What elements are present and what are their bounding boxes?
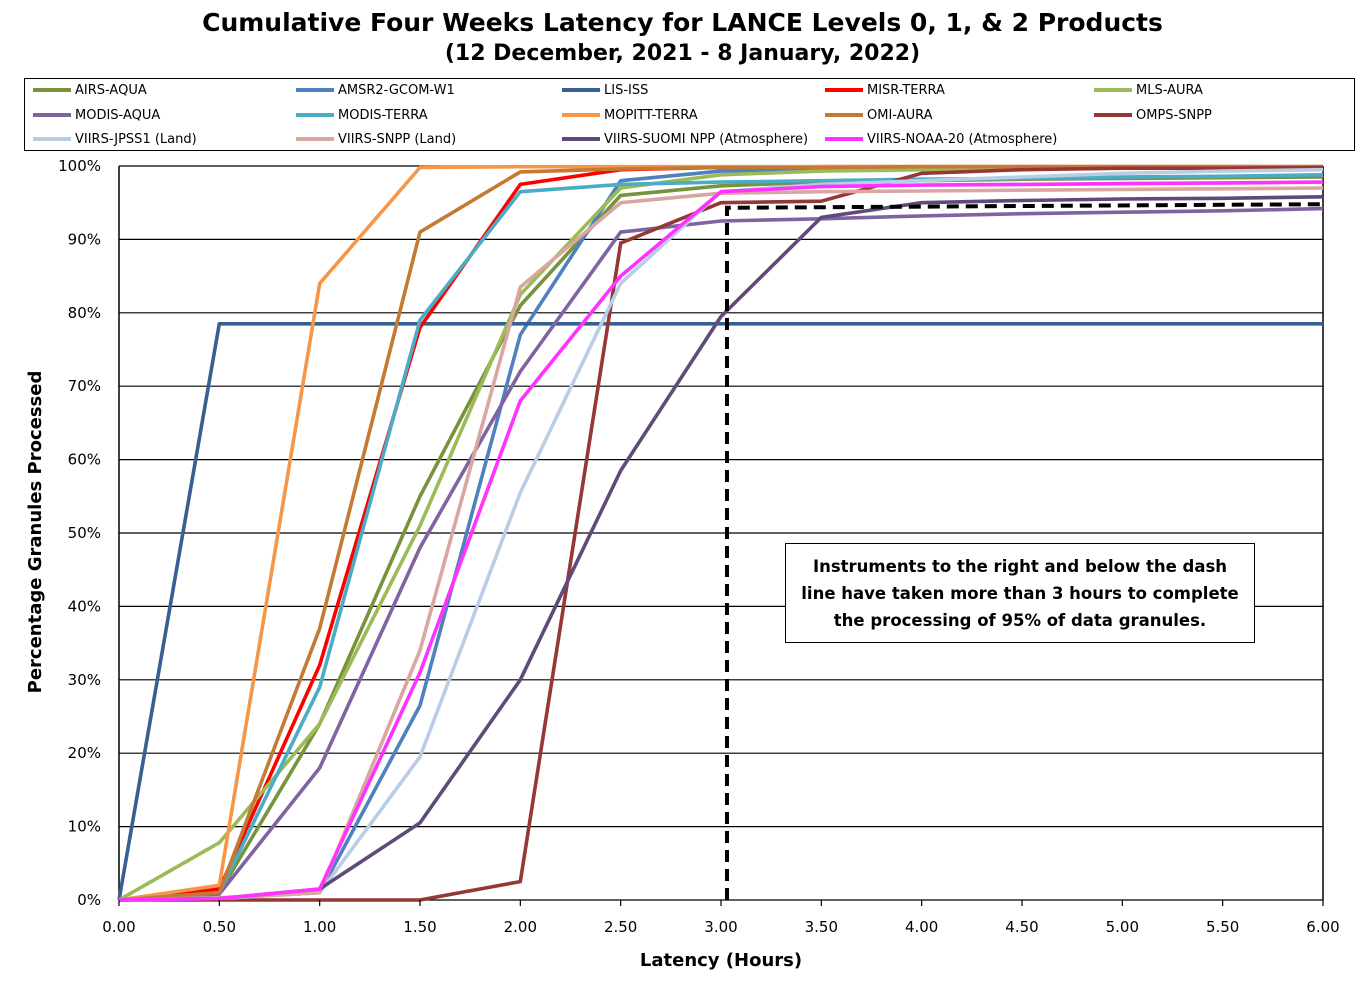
legend-swatch [296,113,334,117]
series-line-viirs-noaa-20-atmosphere [118,180,1324,902]
x-tick-label: 3.00 [704,918,737,936]
annotation-text: Instruments to the right and below the d… [801,556,1239,630]
chart-subtitle: (12 December, 2021 - 8 January, 2022) [444,41,921,66]
gridlines [119,165,1323,901]
y-tick-label: 90% [68,230,101,248]
x-tick-label: 2.50 [604,918,637,936]
legend-item: AMSR2-GCOM-W1 [296,80,455,100]
x-tick-label: 5.00 [1106,918,1139,936]
y-axis-label: Percentage Granules Processed [25,371,46,694]
legend-item: OMI-AURA [825,105,933,125]
legend-label: AIRS-AQUA [75,82,147,98]
legend-item: VIIRS-JPSS1 (Land) [33,129,197,149]
y-tick-label: 60% [68,451,101,469]
y-tick-label: 100% [58,157,101,175]
legend-label: VIIRS-SUOMI NPP (Atmosphere) [604,131,809,147]
x-tick-label: 2.00 [504,918,537,936]
legend-item: OMPS-SNPP [1094,105,1212,125]
y-tick-labels: 0% 10% 20% 30% 40% 50% 60% 70% 80% 90% 100% [58,157,101,909]
y-tick-label: 0% [77,891,101,909]
x-tick-label: 1.00 [303,918,336,936]
legend-label: OMI-AURA [867,107,933,123]
legend-item: MODIS-AQUA [33,105,160,125]
x-tick-label: 4.50 [1005,918,1038,936]
legend-swatch [33,137,71,141]
series-line-amsr2-gcom-w1 [118,165,1323,902]
x-tick-label: 5.50 [1206,918,1239,936]
x-tick-label: 6.00 [1306,918,1339,936]
x-tick-labels: 0.00 0.50 1.00 1.50 2.00 2.50 3.00 3.50 4.00 4.50… [102,900,1340,936]
legend-label: OMPS-SNPP [1136,107,1212,123]
y-tick-label: 30% [68,671,101,689]
x-tick-label: 1.50 [403,918,436,936]
x-tick-label: 0.50 [203,918,236,936]
legend-swatch [825,113,863,117]
legend-swatch [296,88,334,92]
legend-swatch [562,88,600,92]
legend-item: MOPITT-TERRA [562,105,698,125]
legend-label: MISR-TERRA [867,82,945,98]
series-line-modis-terra [118,173,1324,902]
threshold-dash-line [725,202,1324,900]
legend-item: VIIRS-NOAA-20 (Atmosphere) [825,129,1057,149]
legend-swatch [1094,88,1132,92]
threshold-line [725,202,1324,900]
legend-swatch [1094,113,1132,117]
legend-label: VIIRS-SNPP (Land) [338,131,457,147]
legend-swatch [33,113,71,117]
legend-item: VIIRS-SNPP (Land) [296,129,456,149]
legend-label: MLS-AURA [1136,82,1203,98]
y-tick-label: 20% [68,744,101,762]
legend-label: LIS-ISS [604,82,649,98]
legend-swatch [562,113,600,117]
legend-swatch [825,137,863,141]
x-tick-label: 0.00 [102,918,135,936]
y-tick-label: 70% [68,377,101,395]
y-tick-label: 50% [68,524,101,542]
y-tick-label: 80% [68,304,101,322]
y-tick-label: 10% [68,818,101,836]
legend-item: MLS-AURA [1094,80,1203,100]
legend-item: VIIRS-SUOMI NPP (Atmosphere) [562,129,808,149]
chart-title: Cumulative Four Weeks Latency for LANCE … [202,8,1163,37]
legend-item: MISR-TERRA [825,80,945,100]
y-tick-label: 40% [68,597,101,615]
legend-label: VIIRS-NOAA-20 (Atmosphere) [867,131,1058,147]
legend-item: AIRS-AQUA [33,80,147,100]
series-line-lis-iss [117,321,1323,901]
legend-label: MOPITT-TERRA [604,107,698,123]
legend-label: MODIS-TERRA [338,107,428,123]
x-axis-label: Latency (Hours) [640,950,802,971]
x-tick-label: 3.50 [805,918,838,936]
legend-item: MODIS-TERRA [296,105,428,125]
legend-swatch [825,88,863,92]
legend-swatch [33,88,71,92]
legend-swatch [562,137,600,141]
legend-label: MODIS-AQUA [75,107,161,123]
legend-item: LIS-ISS [562,80,648,100]
x-tick-label: 4.00 [905,918,938,936]
legend-label: AMSR2-GCOM-W1 [338,82,455,98]
series-line-mls-aura [118,165,1324,902]
legend-swatch [296,137,334,141]
series-line-omps-snpp [119,165,1324,902]
legend-label: VIIRS-JPSS1 (Land) [75,131,197,147]
annotation-box: Instruments to the right and below the d… [785,543,1255,643]
series-line-modis-aqua [118,206,1324,902]
chart-legend: AIRS-AQUA AMSR2-GCOM-W1 LIS-ISS MISR-TERRA M… [24,78,1355,151]
